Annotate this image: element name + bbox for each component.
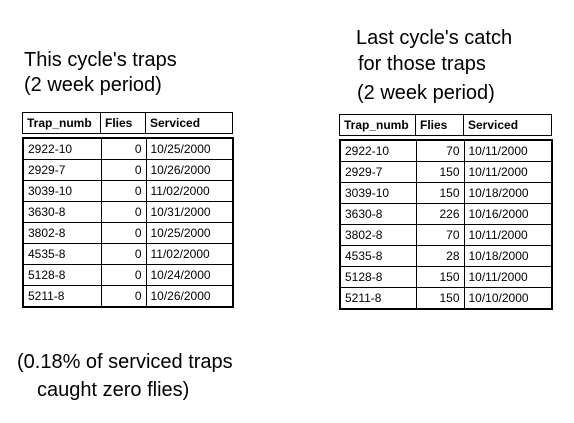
cell: 3039-10: [339, 182, 417, 204]
row: 4535-8 28 10/18/2000: [339, 245, 553, 267]
right-heading: Last cycle's catch: [356, 27, 513, 49]
cell: 10/11/2000: [463, 161, 553, 183]
cell: 10/18/2000: [463, 182, 553, 204]
cell: 10/11/2000: [463, 139, 553, 162]
cell: 5128-8: [339, 266, 417, 288]
cell: 10/25/2000: [145, 137, 234, 160]
cell: 0: [100, 285, 147, 308]
table-body: 2922-10 0 10/25/2000 2929-7 0 10/26/2000 3039-…: [22, 137, 234, 308]
cell: 4535-8: [22, 243, 102, 265]
cell: 226: [415, 203, 465, 225]
cell: 5211-8: [22, 285, 102, 308]
row: 5128-8 0 10/24/2000: [22, 264, 234, 286]
cell: 2922-10: [339, 139, 417, 162]
table: Trap_numb Flies Serviced: [22, 112, 233, 134]
cell: 5211-8: [339, 287, 417, 310]
cell: 3802-8: [339, 224, 417, 246]
column-header: Trap_numb: [22, 112, 101, 134]
cell: 0: [100, 159, 147, 181]
row: 5211-8 0 10/26/2000: [22, 285, 234, 308]
cell: 5128-8: [22, 264, 102, 286]
table-body: Trap_numb Flies Serviced: [22, 112, 233, 134]
cell: 150: [415, 287, 465, 310]
cell: 2922-10: [22, 137, 102, 160]
right-heading: (2 week period): [357, 82, 495, 104]
row: 4535-8 0 11/02/2000: [22, 243, 234, 265]
cell: 0: [100, 264, 147, 286]
cell: 70: [415, 224, 465, 246]
note: caught zero flies): [37, 379, 190, 401]
header-row: Trap_numb Flies Serviced: [22, 112, 233, 134]
cell: 10/16/2000: [463, 203, 553, 225]
row: 3802-8 0 10/25/2000: [22, 222, 234, 244]
row: 3630-8 226 10/16/2000: [339, 203, 553, 225]
cell: 0: [100, 222, 147, 244]
cell: 150: [415, 182, 465, 204]
cell: 2929-7: [339, 161, 417, 183]
column-header: Trap_numb: [339, 114, 416, 136]
cell: 10/11/2000: [463, 266, 553, 288]
row: 2929-7 150 10/11/2000: [339, 161, 553, 183]
row: 5211-8 150 10/10/2000: [339, 287, 553, 310]
cell: 10/11/2000: [463, 224, 553, 246]
cell: 10/26/2000: [145, 285, 234, 308]
column-header: Flies: [415, 114, 464, 136]
row: 5128-8 150 10/11/2000: [339, 266, 553, 288]
left-heading: (2 week period): [24, 74, 162, 96]
cell: 0: [100, 137, 147, 160]
row: 3039-10 150 10/18/2000: [339, 182, 553, 204]
cell: 70: [415, 139, 465, 162]
column-header: Serviced: [463, 114, 552, 136]
cell: 10/25/2000: [145, 222, 234, 244]
row: 2922-10 70 10/11/2000: [339, 139, 553, 162]
cell: 11/02/2000: [145, 243, 234, 265]
header-row: Trap_numb Flies Serviced: [339, 114, 552, 136]
column-header: Flies: [100, 112, 146, 134]
cell: 28: [415, 245, 465, 267]
left-heading: This cycle's traps: [24, 49, 177, 71]
cell: 150: [415, 266, 465, 288]
right-heading: for those traps: [358, 53, 486, 75]
table: 2922-10 0 10/25/2000 2929-7 0 10/26/2000 3039-…: [22, 137, 234, 308]
table-body: Trap_numb Flies Serviced: [339, 114, 552, 136]
cell: 11/02/2000: [145, 180, 234, 202]
cell: 0: [100, 180, 147, 202]
cell: 0: [100, 243, 147, 265]
cell: 4535-8: [339, 245, 417, 267]
cell: 10/10/2000: [463, 287, 553, 310]
cell: 10/18/2000: [463, 245, 553, 267]
column-header: Serviced: [145, 112, 233, 134]
cell: 2929-7: [22, 159, 102, 181]
row: 3630-8 0 10/31/2000: [22, 201, 234, 223]
row: 2922-10 0 10/25/2000: [22, 137, 234, 160]
cell: 3802-8: [22, 222, 102, 244]
cell: 0: [100, 201, 147, 223]
cell: 10/26/2000: [145, 159, 234, 181]
table: Trap_numb Flies Serviced: [339, 114, 552, 136]
row: 3039-10 0 11/02/2000: [22, 180, 234, 202]
cell: 3630-8: [339, 203, 417, 225]
row: 3802-8 70 10/11/2000: [339, 224, 553, 246]
table: 2922-10 70 10/11/2000 2929-7 150 10/11/2000 30…: [339, 139, 553, 310]
cell: 10/31/2000: [145, 201, 234, 223]
table-body: 2922-10 70 10/11/2000 2929-7 150 10/11/2000 30…: [339, 139, 553, 310]
cell: 10/24/2000: [145, 264, 234, 286]
cell: 3630-8: [22, 201, 102, 223]
cell: 3039-10: [22, 180, 102, 202]
note: (0.18% of serviced traps: [17, 351, 233, 373]
cell: 150: [415, 161, 465, 183]
row: 2929-7 0 10/26/2000: [22, 159, 234, 181]
